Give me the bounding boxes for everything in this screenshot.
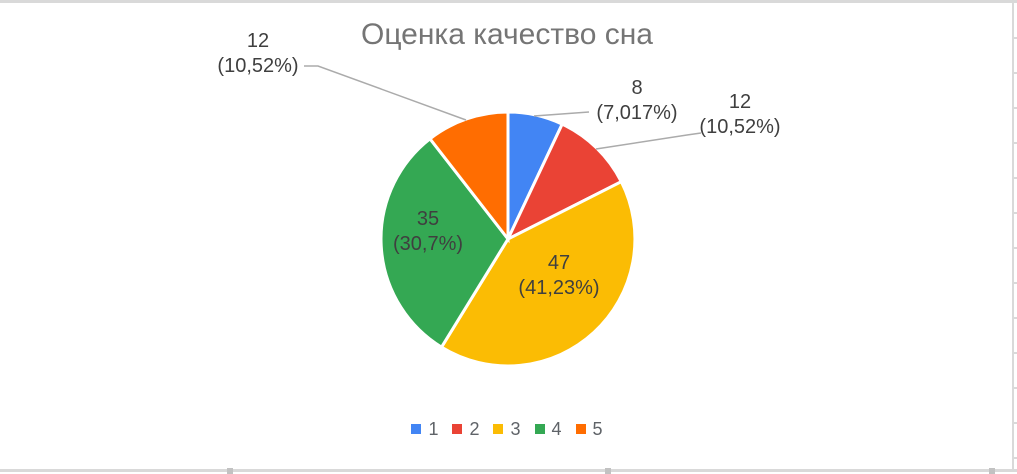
sheet-gridline-top xyxy=(0,0,1017,3)
slice-percent: (30,7%) xyxy=(392,233,464,255)
pie-slice-4[interactable] xyxy=(379,136,510,350)
sheet-row-gridline-stub xyxy=(1013,177,1017,179)
chart-title: Оценка качество сна xyxy=(361,18,653,51)
sheet-column-boundary-tick xyxy=(989,468,995,474)
legend-label: 3 xyxy=(510,418,521,439)
legend-swatch-icon xyxy=(493,424,504,434)
pie-slice-3[interactable] xyxy=(439,179,637,368)
slice-value: 8 xyxy=(631,77,643,99)
slice-percent: (10,52%) xyxy=(217,55,299,77)
sheet-row-gridline-stub xyxy=(1013,352,1017,354)
sheet-row-gridline-stub xyxy=(1013,282,1017,284)
sheet-gridline-right xyxy=(1012,3,1014,469)
sheet-row-gridline-stub xyxy=(1013,387,1017,389)
sheet-column-boundary-tick xyxy=(605,468,611,474)
slice-percent: (10,52%) xyxy=(699,116,781,138)
legend-swatch-icon xyxy=(575,424,586,434)
sheet-row-gridline-stub xyxy=(1013,317,1017,319)
legend-item-2[interactable]: 2 xyxy=(452,419,479,440)
sheet-row-gridline-stub xyxy=(1013,142,1017,144)
legend-item-3[interactable]: 3 xyxy=(493,418,521,440)
sheet-row-gridline-stub xyxy=(1013,422,1017,424)
slice-percent: (41,23%) xyxy=(518,277,600,299)
slice-label-5: 12 (10,52%) xyxy=(217,29,298,79)
legend-item-5[interactable]: 5 xyxy=(575,418,603,440)
sheet-row-gridline-stub xyxy=(1013,247,1017,249)
sheet-gridline-bottom xyxy=(0,469,1017,472)
leader-line-1 xyxy=(533,111,590,117)
sheet-row-gridline-stub xyxy=(1013,107,1017,109)
legend-label: 4 xyxy=(551,418,562,439)
leader-line-5 xyxy=(304,65,467,121)
slice-value: 47 xyxy=(547,252,571,274)
chart-legend: 1 2 3 4 5 xyxy=(0,416,1014,442)
legend-label: 1 xyxy=(428,418,439,439)
slice-label-3: 47 (41,23%) xyxy=(518,251,599,301)
sheet-row-gridline-stub xyxy=(1013,212,1017,214)
legend-item-4[interactable]: 4 xyxy=(534,418,562,440)
sheet-row-gridline-stub xyxy=(1013,72,1017,74)
legend-label: 2 xyxy=(469,418,480,439)
slice-value: 35 xyxy=(416,208,440,230)
leader-line-2 xyxy=(595,132,702,150)
slice-label-2: 12 (10,52%) xyxy=(699,90,780,140)
sheet-column-boundary-tick xyxy=(227,468,233,474)
slice-label-1: 8 (7,017%) xyxy=(596,76,677,126)
slice-label-4: 35 (30,7%) xyxy=(393,207,463,257)
legend-swatch-icon xyxy=(452,424,463,434)
sheet-row-gridline-stub xyxy=(1013,457,1017,459)
legend-label: 5 xyxy=(592,418,603,439)
legend-swatch-icon xyxy=(534,424,545,434)
legend-item-1[interactable]: 1 xyxy=(411,419,438,440)
slice-value: 12 xyxy=(246,30,270,52)
sheet-row-gridline-stub xyxy=(1013,37,1017,39)
pie-slice-5[interactable] xyxy=(427,110,510,244)
slice-percent: (7,017%) xyxy=(596,102,678,124)
pie-slice-2[interactable] xyxy=(504,122,624,243)
slice-value: 12 xyxy=(728,91,752,113)
legend-swatch-icon xyxy=(411,424,422,434)
